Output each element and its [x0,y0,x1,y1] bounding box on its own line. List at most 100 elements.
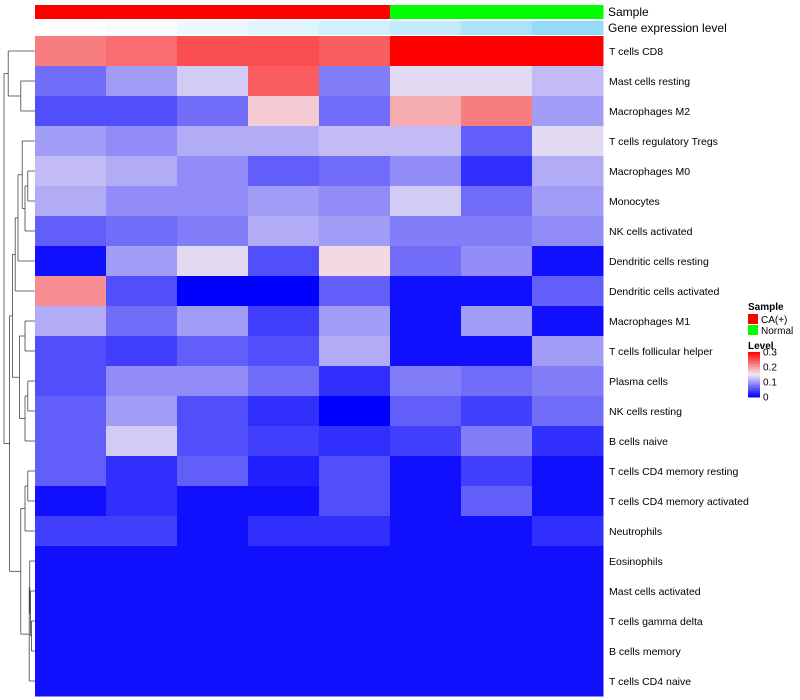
heatmap-cell [106,336,178,367]
heatmap-cell [177,216,249,247]
row-label: T cells regulatory Tregs [609,136,718,148]
sample-annotation-cell [106,5,178,19]
sample-annotation-cell [461,5,533,19]
heatmap-cell [532,396,604,427]
legend-swatch [748,314,758,324]
legend-gradient-segment [748,365,760,368]
heatmap-cell [319,576,391,607]
heatmap-cell [390,426,462,457]
heatmap-cell [106,366,178,397]
heatmap-cell [532,156,604,187]
heatmap-cell [35,336,107,367]
heatmap-cell [248,426,320,457]
heatmap-cell [461,426,533,457]
legend-gradient-segment [748,374,760,377]
heatmap-cell [35,546,107,577]
heatmap-cell [177,666,249,697]
legend-gradient-segment [748,383,760,386]
heatmap-cell [248,546,320,577]
legend-gradient-segment [748,352,760,354]
heatmap-cell [177,276,249,307]
heatmap-cell [390,156,462,187]
heatmap-cell [390,216,462,247]
heatmap-cell [390,246,462,277]
heatmap-cell [177,186,249,217]
heatmap-cell [248,366,320,397]
heatmap-cell [177,306,249,337]
heatmap-cell [248,216,320,247]
heatmap-cell [390,366,462,397]
heatmap-cell [35,606,107,637]
legend-gradient-segment [748,385,760,387]
heatmap-cell [532,456,604,487]
heatmap-cell [106,216,178,247]
heatmap-cell [106,126,178,157]
heatmap-cell [35,396,107,427]
heatmap-cell [106,186,178,217]
heatmap-cell [532,306,604,337]
heatmap-cell [461,396,533,427]
heatmap-cell [177,606,249,637]
heatmap-cell [532,606,604,637]
row-label: B cells memory [609,646,682,658]
heatmap-cell [319,276,391,307]
heatmap-cell [35,216,107,247]
row-label: T cells gamma delta [609,616,703,628]
heatmap-cell [390,486,462,517]
heatmap-cell [177,126,249,157]
heatmap-cell [390,666,462,697]
heatmap-cell [461,546,533,577]
heatmap-cell [319,516,391,547]
legend-gradient-segment [748,364,760,366]
heatmap-cell [248,36,320,67]
legend-gradient-segment [748,382,760,384]
legend-level-tick: 0.2 [763,363,777,374]
row-label: Eosinophils [609,556,663,568]
sample-annotation-cell [319,5,391,19]
heatmap-cell [461,336,533,367]
heatmap-cell [248,636,320,667]
gene-level-annotation-label: Gene expression level [608,21,727,35]
heatmap-cell [319,306,391,337]
row-label: Mast cells activated [609,586,701,598]
gene-level-annotation-cell [248,21,320,35]
heatmap-cell [532,126,604,157]
heatmap-cell [319,156,391,187]
heatmap-cell [461,636,533,667]
heatmap-cell [177,246,249,277]
heatmap-cell [106,606,178,637]
heatmap-cell [106,426,178,457]
heatmap-cell [248,66,320,97]
sample-annotation-cell [177,5,249,19]
heatmap-cell [106,486,178,517]
heatmap-cell [248,246,320,277]
heatmap-cell [177,426,249,457]
heatmap-cell [319,456,391,487]
heatmap-cell [248,156,320,187]
heatmap-cell [106,576,178,607]
row-label: Macrophages M0 [609,166,690,178]
heatmap-cell [461,576,533,607]
heatmap-cell [106,516,178,547]
heatmap-cell [390,576,462,607]
heatmap-cell [532,96,604,127]
heatmap-cell [390,126,462,157]
heatmap-cell [177,456,249,487]
row-label: Plasma cells [609,376,668,388]
legend-level-tick: 0 [763,393,769,404]
heatmap-cell [35,306,107,337]
row-label: Monocytes [609,196,660,208]
heatmap-cell [390,36,462,67]
legend-label: Normal [761,326,793,337]
heatmap-cell [461,606,533,637]
heatmap-cell [319,246,391,277]
heatmap-cell [35,186,107,217]
legend-gradient-segment [748,379,760,381]
heatmap-cell [177,516,249,547]
heatmap-cell [106,396,178,427]
legend-gradient-segment [748,355,760,357]
heatmap-cell [35,66,107,97]
heatmap-cell [35,246,107,277]
legend-gradient-segment [748,380,760,383]
legend-sample-title: Sample [748,302,784,313]
